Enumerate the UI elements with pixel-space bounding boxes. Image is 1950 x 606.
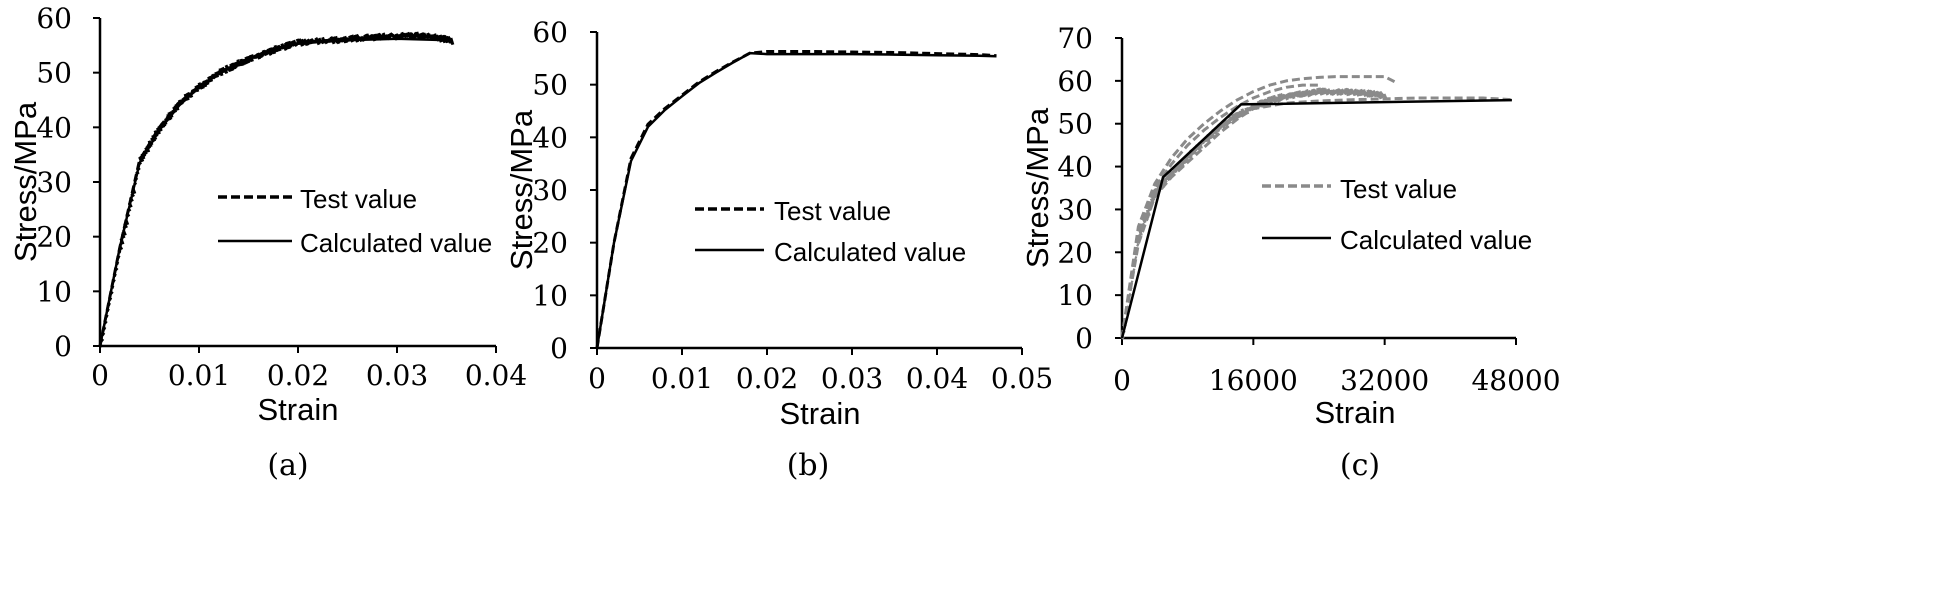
- chart-panel-c: 0 10 20 30 40 50 60 70 0 16000 32000 48000 Strain Str…: [1020, 22, 1561, 483]
- chart-panel-a: 0 10 20 30 40 50 60 0 0.01 0.02 0.03 0.04 Strain Stre…: [8, 2, 527, 483]
- y-tick-label: 50: [1057, 108, 1093, 141]
- y-tick-label: 30: [1057, 193, 1093, 226]
- data-point: [1130, 280, 1134, 284]
- legend-label: Test value: [774, 196, 891, 226]
- test-value-line: [1120, 83, 1319, 339]
- x-tick-label: 0.02: [267, 359, 329, 392]
- x-tick-label: 32000: [1340, 364, 1429, 397]
- x-tick-label: 16000: [1209, 364, 1298, 397]
- x-tick-label: 0.04: [906, 362, 968, 395]
- test-value-line: [1120, 90, 1385, 339]
- panel-caption: (b): [787, 448, 830, 483]
- data-point: [1338, 90, 1344, 96]
- series-calculated-value: [98, 37, 452, 347]
- x-tick-label: 0: [588, 362, 606, 395]
- x-tick-label: 0.03: [366, 359, 428, 392]
- panel-caption: (a): [267, 448, 308, 483]
- y-tick-label: 60: [532, 16, 568, 49]
- y-axis-title: Stress/MPa: [1020, 107, 1055, 268]
- y-tick-label: 30: [532, 174, 568, 207]
- y-tick-label: 20: [36, 221, 72, 254]
- data-point: [1188, 152, 1193, 158]
- y-tick-label: 20: [1057, 236, 1093, 269]
- data-point: [1213, 129, 1219, 136]
- calculated-value-line: [98, 37, 452, 347]
- y-tick-label: 50: [36, 57, 72, 90]
- y-tick-label: 50: [532, 69, 568, 102]
- legend-label: Test value: [300, 184, 417, 214]
- y-tick-label: 40: [1057, 151, 1093, 184]
- series-test-value: [1120, 75, 1398, 339]
- x-axis-title: Strain: [1315, 395, 1396, 430]
- y-axis-title: Stress/MPa: [504, 109, 539, 270]
- legend: Test value Calculated value: [1262, 174, 1532, 255]
- y-tick-label: 0: [550, 332, 568, 365]
- series-test-value: [1120, 87, 1388, 340]
- legend-label: Test value: [1340, 174, 1457, 204]
- calculated-value-line: [1120, 98, 1512, 339]
- series-calculated-value: [1120, 98, 1512, 339]
- y-tick-label: 10: [36, 275, 72, 308]
- data-point: [1132, 268, 1136, 272]
- y-tick-label: 0: [54, 330, 72, 363]
- x-tick-label: 0.03: [821, 362, 883, 395]
- y-tick-label: 20: [532, 227, 568, 260]
- y-tick-label: 10: [1057, 279, 1093, 312]
- series-calculated-value: [595, 51, 997, 349]
- x-tick-label: 0.01: [168, 359, 230, 392]
- y-tick-label: 40: [36, 111, 72, 144]
- chart-panel-b: 0 10 20 30 40 50 60 0 0.01 0.02 0.03 0.04 0.05 Strain…: [504, 16, 1053, 483]
- test-value-line: [1120, 96, 1512, 339]
- x-tick-label: 0.01: [651, 362, 713, 395]
- series-test-value: [1120, 83, 1319, 339]
- y-axis-title: Stress/MPa: [8, 101, 43, 262]
- series-test-value: [1120, 96, 1512, 339]
- x-tick-label: 0: [91, 359, 109, 392]
- y-tick-label: 0: [1075, 322, 1093, 355]
- legend: Test value Calculated value: [218, 184, 492, 258]
- data-point: [449, 37, 455, 46]
- data-point: [1136, 243, 1140, 247]
- legend-label: Calculated value: [1340, 225, 1532, 255]
- test-value-line: [1120, 75, 1398, 339]
- x-axis-title: Strain: [780, 396, 861, 431]
- y-tick-label: 60: [36, 2, 72, 35]
- data-point: [1134, 255, 1138, 260]
- y-tick-label: 40: [532, 121, 568, 154]
- legend-label: Calculated value: [774, 237, 966, 267]
- panel-caption: (c): [1340, 448, 1380, 483]
- x-tick-label: 0.02: [736, 362, 798, 395]
- calculated-value-line: [595, 51, 997, 349]
- y-tick-label: 30: [36, 166, 72, 199]
- y-tick-label: 60: [1057, 65, 1093, 98]
- y-tick-label: 70: [1057, 22, 1093, 55]
- x-tick-label: 48000: [1471, 364, 1560, 397]
- x-tick-label: 0.05: [991, 362, 1053, 395]
- legend: Test value Calculated value: [695, 196, 966, 267]
- data-point: [1278, 96, 1283, 102]
- legend-label: Calculated value: [300, 228, 492, 258]
- y-tick-label: 10: [532, 279, 568, 312]
- x-tick-label: 0.04: [465, 359, 527, 392]
- x-axis-title: Strain: [258, 392, 339, 427]
- x-tick-label: 0: [1113, 364, 1131, 397]
